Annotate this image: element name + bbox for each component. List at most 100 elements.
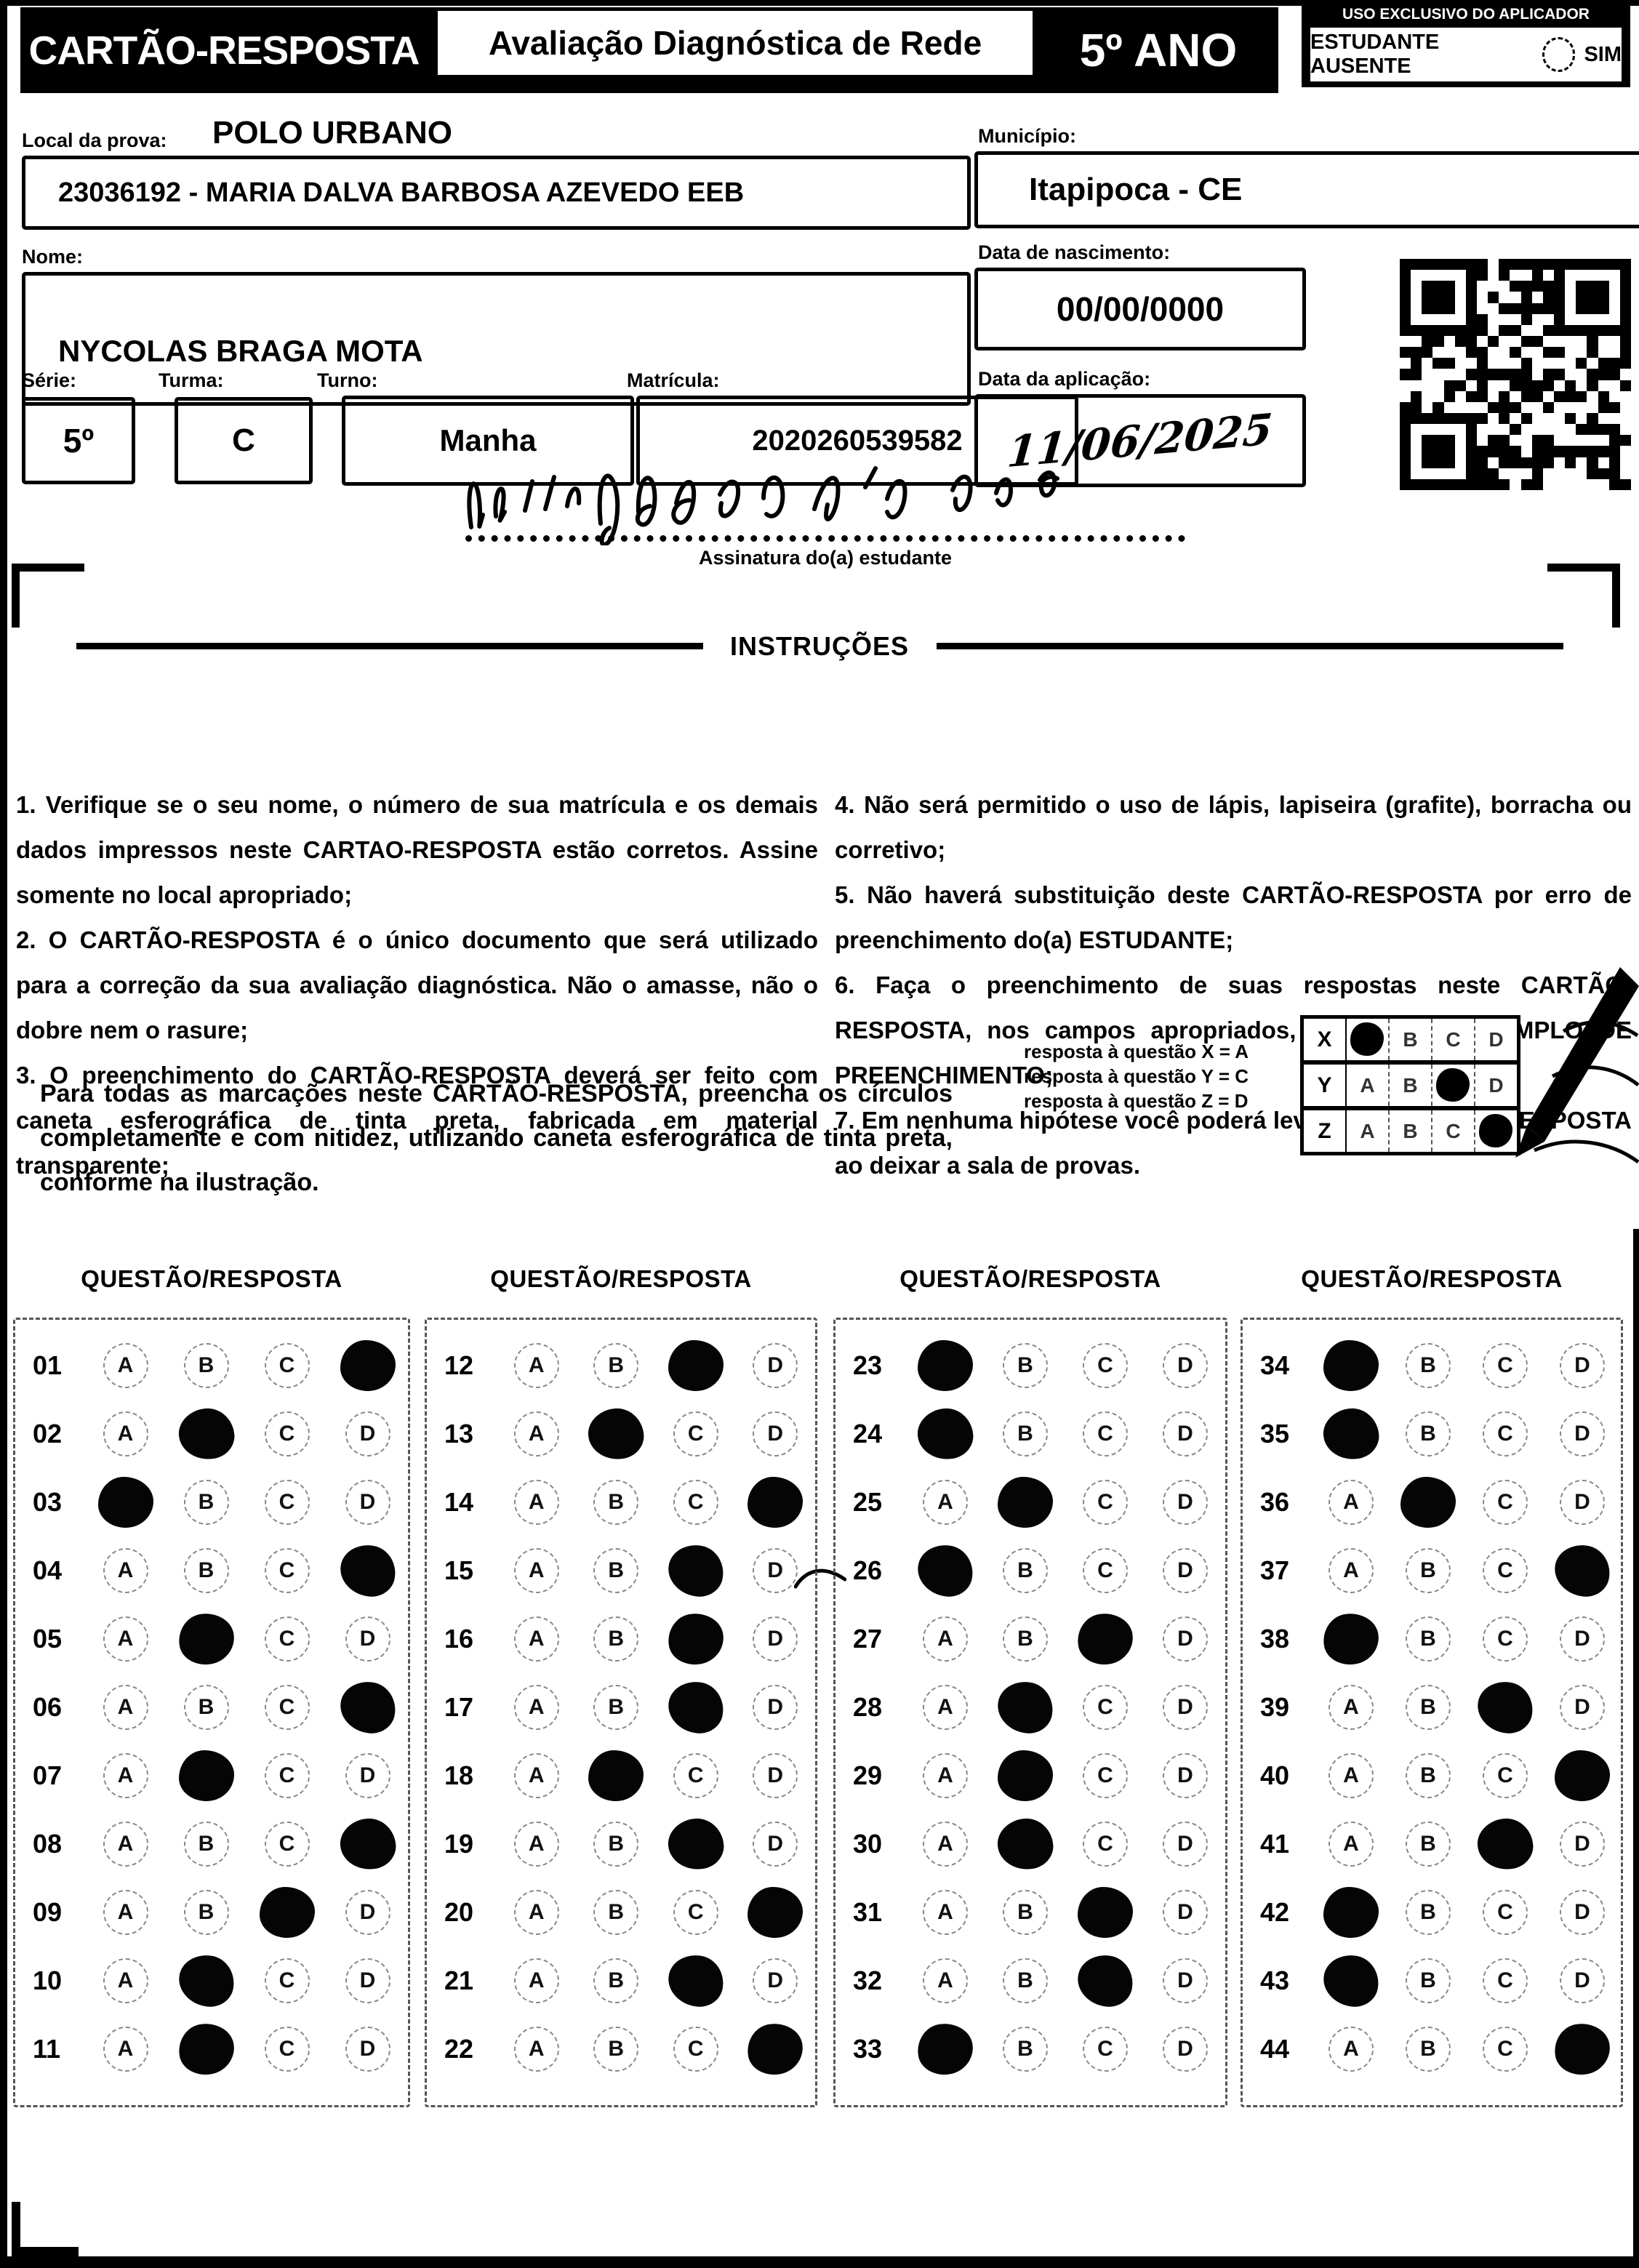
bubble-c[interactable]: C — [259, 1887, 315, 1938]
student-absent-bubble[interactable] — [1542, 37, 1576, 72]
bubble-b[interactable]: B — [1406, 1890, 1451, 1935]
bubble-c[interactable]: C — [264, 1616, 310, 1662]
bubble-b[interactable]: B — [1400, 1477, 1456, 1528]
bubble-b[interactable]: B — [593, 2027, 639, 2072]
bubble-b[interactable]: B — [183, 1548, 229, 1593]
bubble-d[interactable]: D — [1560, 1411, 1605, 1456]
bubble-d[interactable]: D — [1163, 1753, 1208, 1798]
bubble-c[interactable]: C — [665, 1610, 726, 1668]
bubble-b[interactable]: B — [183, 1343, 229, 1388]
bubble-b[interactable]: B — [1003, 1958, 1048, 2003]
bubble-c[interactable]: C — [1483, 1616, 1528, 1662]
bubble-c[interactable]: C — [1483, 1480, 1528, 1525]
bubble-b[interactable]: B — [1406, 1548, 1451, 1593]
bubble-c[interactable]: C — [1483, 1958, 1528, 2003]
bubble-b[interactable]: B — [183, 1480, 229, 1525]
bubble-d[interactable]: D — [753, 1958, 798, 2003]
bubble-d[interactable]: D — [753, 1616, 798, 1662]
bubble-a[interactable]: A — [103, 1890, 148, 1935]
bubble-a[interactable]: A — [1329, 1822, 1374, 1867]
bubble-b[interactable]: B — [183, 1685, 229, 1730]
bubble-a[interactable]: A — [1329, 1548, 1374, 1593]
bubble-c[interactable]: C — [673, 1411, 718, 1456]
bubble-b[interactable]: B — [183, 1822, 229, 1867]
bubble-a[interactable]: A — [513, 1480, 559, 1525]
bubble-c[interactable]: C — [664, 1541, 727, 1600]
bubble-d[interactable]: D — [345, 1616, 390, 1662]
bubble-c[interactable]: C — [664, 1951, 727, 2011]
bubble-c[interactable]: C — [264, 1753, 310, 1798]
bubble-b[interactable]: B — [1003, 1890, 1048, 1935]
bubble-d[interactable]: D — [1163, 1685, 1208, 1730]
bubble-a[interactable]: A — [513, 2027, 559, 2072]
bubble-b[interactable]: B — [993, 1678, 1057, 1737]
bubble-a[interactable]: A — [103, 1753, 148, 1798]
bubble-b[interactable]: B — [593, 1343, 639, 1388]
bubble-c[interactable]: C — [264, 1411, 310, 1456]
bubble-b[interactable]: B — [1003, 1616, 1048, 1662]
bubble-c[interactable]: C — [264, 1958, 310, 2003]
bubble-a[interactable]: A — [1323, 1340, 1379, 1391]
bubble-b[interactable]: B — [1003, 2027, 1048, 2072]
bubble-d[interactable]: D — [345, 1753, 390, 1798]
bubble-a[interactable]: A — [103, 1548, 148, 1593]
bubble-b[interactable]: B — [1406, 1616, 1451, 1662]
bubble-d[interactable]: D — [1560, 1890, 1605, 1935]
bubble-b[interactable]: B — [593, 1616, 639, 1662]
bubble-c[interactable]: C — [673, 1480, 718, 1525]
bubble-d[interactable]: D — [748, 1477, 804, 1528]
bubble-d[interactable]: D — [1555, 1750, 1610, 1801]
bubble-b[interactable]: B — [175, 2020, 237, 2078]
bubble-d[interactable]: D — [337, 1815, 398, 1873]
bubble-a[interactable]: A — [923, 1822, 968, 1867]
bubble-d[interactable]: D — [1163, 1480, 1208, 1525]
bubble-b[interactable]: B — [183, 1890, 229, 1935]
bubble-b[interactable]: B — [175, 1405, 237, 1463]
bubble-d[interactable]: D — [753, 1548, 798, 1593]
bubble-d[interactable]: D — [753, 1753, 798, 1798]
bubble-a[interactable]: A — [913, 1541, 977, 1600]
bubble-c[interactable]: C — [1483, 1411, 1528, 1456]
bubble-c[interactable]: C — [1083, 1548, 1128, 1593]
bubble-c[interactable]: C — [1483, 1343, 1528, 1388]
bubble-d[interactable]: D — [336, 1541, 399, 1600]
bubble-b[interactable]: B — [1003, 1343, 1048, 1388]
bubble-d[interactable]: D — [748, 1887, 804, 1938]
bubble-d[interactable]: D — [1550, 1541, 1614, 1600]
bubble-a[interactable]: A — [1321, 1405, 1382, 1463]
bubble-a[interactable]: A — [513, 1822, 559, 1867]
bubble-c[interactable]: C — [264, 1822, 310, 1867]
bubble-a[interactable]: A — [103, 1685, 148, 1730]
bubble-b[interactable]: B — [1003, 1411, 1048, 1456]
bubble-c[interactable]: C — [1483, 1753, 1528, 1798]
bubble-c[interactable]: C — [668, 1340, 724, 1391]
bubble-b[interactable]: B — [1406, 1753, 1451, 1798]
bubble-c[interactable]: C — [264, 1480, 310, 1525]
bubble-d[interactable]: D — [753, 1685, 798, 1730]
bubble-a[interactable]: A — [1329, 1480, 1374, 1525]
bubble-a[interactable]: A — [513, 1343, 559, 1388]
bubble-a[interactable]: A — [103, 2027, 148, 2072]
bubble-d[interactable]: D — [345, 1958, 390, 2003]
bubble-a[interactable]: A — [923, 1685, 968, 1730]
bubble-a[interactable]: A — [103, 1343, 148, 1388]
bubble-a[interactable]: A — [513, 1958, 559, 2003]
bubble-d[interactable]: D — [1163, 1616, 1208, 1662]
bubble-c[interactable]: C — [664, 1678, 727, 1737]
bubble-c[interactable]: C — [264, 2027, 310, 2072]
bubble-a[interactable]: A — [97, 1477, 153, 1528]
bubble-c[interactable]: C — [1475, 1815, 1536, 1873]
bubble-b[interactable]: B — [593, 1685, 639, 1730]
bubble-d[interactable]: D — [1163, 1822, 1208, 1867]
bubble-a[interactable]: A — [1329, 1753, 1374, 1798]
bubble-c[interactable]: C — [1483, 1548, 1528, 1593]
bubble-b[interactable]: B — [998, 1750, 1053, 1801]
bubble-a[interactable]: A — [915, 2020, 976, 2078]
bubble-b[interactable]: B — [1406, 1411, 1451, 1456]
bubble-b[interactable]: B — [593, 1822, 639, 1867]
bubble-b[interactable]: B — [593, 1548, 639, 1593]
bubble-d[interactable]: D — [753, 1411, 798, 1456]
bubble-d[interactable]: D — [336, 1678, 399, 1737]
bubble-d[interactable]: D — [340, 1340, 396, 1391]
bubble-b[interactable]: B — [585, 1405, 647, 1463]
